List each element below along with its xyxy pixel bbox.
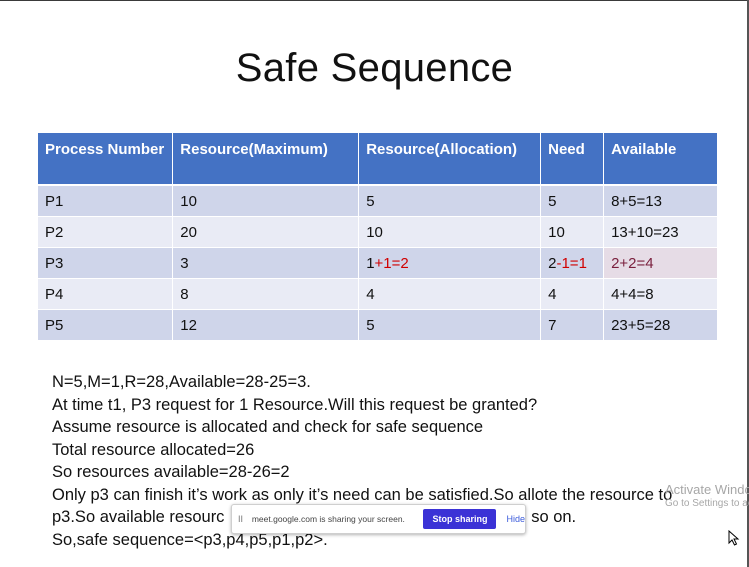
note-line: At time t1, P3 request for 1 Resource.Wi… — [52, 395, 538, 414]
right-border — [747, 0, 749, 567]
table-header-row: Process Number Resource(Maximum) Resourc… — [38, 133, 718, 186]
cell-avail: 4+4=8 — [603, 278, 718, 310]
alloc-base: 1 — [366, 254, 375, 272]
cell-need: 4 — [540, 278, 605, 310]
cell-process: P3 — [38, 247, 174, 279]
note-line: N=5,M=1,R=28,Available=28-25=3. — [52, 373, 311, 391]
cell-avail: 23+5=28 — [603, 309, 718, 341]
cell-process: P4 — [38, 278, 174, 310]
cell-avail: 13+10=23 — [603, 216, 718, 248]
watermark-title: Activate Windows — [665, 482, 749, 497]
share-message: meet.google.com is sharing your screen. — [251, 514, 405, 524]
drag-handle-icon[interactable]: II — [238, 514, 244, 524]
header-resource-maximum: Resource(Maximum) — [172, 133, 360, 186]
cell-alloc: 5 — [358, 309, 542, 341]
note-line: So resources available=28-26=2 — [52, 463, 290, 481]
watermark-subtitle: Go to Settings to activate Windows. — [665, 498, 749, 509]
note-line: Only p3 can finish it’s work as only it’… — [52, 485, 673, 504]
header-process-number: Process Number — [38, 133, 174, 186]
cell-need: 7 — [540, 309, 605, 341]
mouse-cursor-icon — [728, 530, 740, 546]
need-decrement: -1=1 — [556, 254, 587, 272]
header-need: Need — [540, 133, 605, 186]
cell-max: 12 — [172, 309, 360, 341]
cell-alloc: 1+1=2 — [358, 247, 542, 279]
note-line: So,safe sequence=<p3,p4,p5,p1,p2>. — [52, 530, 328, 549]
stop-sharing-button[interactable]: Stop sharing — [423, 509, 497, 529]
avail-highlight: 2+2=4 — [611, 254, 654, 272]
cell-alloc: 5 — [358, 185, 542, 217]
cell-process: P2 — [38, 216, 174, 248]
resource-table: Process Number Resource(Maximum) Resourc… — [38, 133, 718, 341]
cell-alloc: 4 — [358, 278, 542, 310]
header-available: Available — [603, 133, 718, 186]
screen-share-bar: II meet.google.com is sharing your scree… — [231, 504, 526, 534]
need-base: 2 — [548, 254, 557, 272]
slide-title: Safe Sequence — [235, 46, 514, 90]
table-row: P5 12 5 7 23+5=28 — [38, 309, 718, 341]
top-border — [0, 0, 749, 1]
cell-max: 8 — [172, 278, 360, 310]
cell-max: 3 — [172, 247, 360, 279]
alloc-increment: +1=2 — [374, 254, 409, 272]
table-row: P1 10 5 5 8+5=13 — [38, 185, 718, 217]
cell-alloc: 10 — [358, 216, 542, 248]
cell-max: 10 — [172, 185, 360, 217]
cell-need: 2-1=1 — [540, 247, 605, 279]
table-row: P4 8 4 4 4+4=8 — [38, 278, 718, 310]
cell-need: 10 — [540, 216, 605, 248]
note-line-end: d so on. — [517, 508, 577, 526]
table-row: P2 20 10 10 13+10=23 — [38, 216, 718, 248]
hide-button[interactable]: Hide — [506, 514, 525, 524]
note-line: Total resource allocated=26 — [52, 440, 255, 459]
note-line: Assume resource is allocated and check f… — [52, 418, 484, 436]
note-line-start: p3.So available resourc — [52, 508, 225, 526]
note-line: p3.So available resourc d so on. — [52, 506, 672, 529]
cell-avail: 2+2=4 — [603, 247, 718, 279]
cell-need: 5 — [540, 185, 605, 217]
cell-process: P5 — [38, 309, 174, 341]
activate-windows-watermark: Activate Windows Go to Settings to activ… — [665, 482, 749, 509]
explanation-text: N=5,M=1,R=28,Available=28-25=3. At time … — [52, 371, 672, 551]
cell-avail: 8+5=13 — [603, 185, 718, 217]
table-row-highlighted: P3 3 1+1=2 2-1=1 2+2=4 — [38, 247, 718, 279]
header-resource-allocation: Resource(Allocation) — [358, 133, 542, 186]
cell-process: P1 — [38, 185, 174, 217]
cell-max: 20 — [172, 216, 360, 248]
